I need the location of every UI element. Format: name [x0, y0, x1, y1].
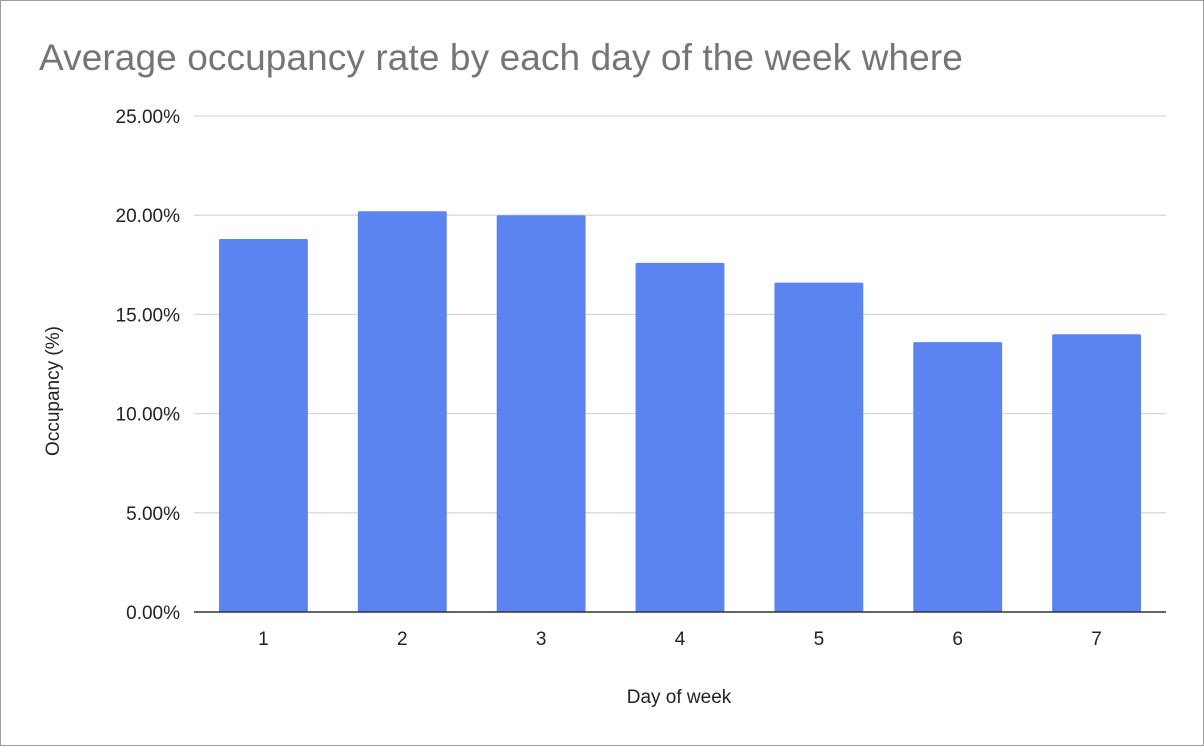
x-tick-label: 7 — [1091, 629, 1102, 650]
chart-title: Average occupancy rate by each day of th… — [39, 37, 963, 78]
y-tick-label: 15.00% — [116, 305, 181, 326]
x-tick-label: 2 — [397, 629, 408, 650]
x-tick-label: 4 — [675, 629, 686, 650]
x-tick-label: 1 — [258, 629, 269, 650]
bar-day-2[interactable] — [357, 211, 447, 612]
y-tick-label: 0.00% — [126, 603, 180, 624]
x-tick-label: 6 — [952, 629, 963, 650]
x-tick-labels: 1 2 3 4 5 6 7 — [258, 629, 1102, 650]
bar-day-6[interactable] — [913, 342, 1003, 612]
y-axis-title: Occupancy (%) — [43, 326, 64, 456]
bar-day-4[interactable] — [635, 262, 725, 612]
x-axis-title: Day of week — [627, 687, 732, 708]
y-tick-label: 5.00% — [126, 504, 180, 525]
y-tick-label: 10.00% — [116, 405, 181, 426]
x-tick-label: 5 — [814, 629, 825, 650]
x-tick-label: 3 — [536, 629, 547, 650]
bar-day-7[interactable] — [1052, 334, 1142, 612]
bars — [218, 211, 1142, 612]
bar-day-3[interactable] — [496, 215, 586, 612]
y-tick-label: 20.00% — [116, 206, 181, 227]
bar-day-1[interactable] — [218, 239, 308, 612]
bar-day-5[interactable] — [774, 282, 864, 612]
y-tick-labels: 0.00% 5.00% 10.00% 15.00% 20.00% 25.00% — [116, 107, 181, 624]
y-tick-label: 25.00% — [116, 107, 181, 128]
